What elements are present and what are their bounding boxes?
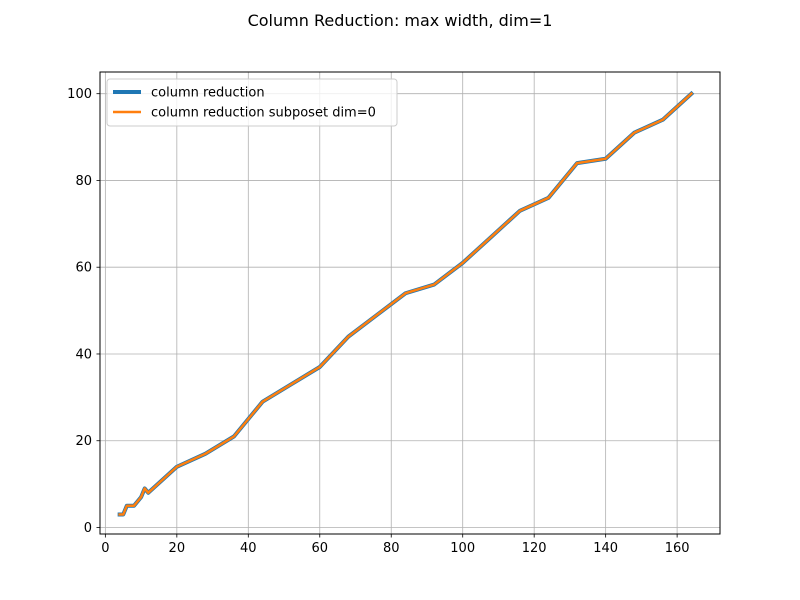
y-tick-label: 20 — [75, 434, 92, 449]
legend-box — [106, 78, 398, 127]
y-tick-label: 0 — [84, 521, 92, 536]
plot-area-frame — [99, 71, 721, 535]
x-tick-label: 120 — [522, 541, 547, 556]
chart-title: Column Reduction: max width, dim=1 — [248, 11, 553, 30]
legend-label-2: column reduction subposet dim=0 — [151, 106, 376, 121]
y-tick-label: 100 — [67, 87, 92, 102]
legend: column reduction column reduction subpose… — [106, 78, 398, 127]
x-tick-label: 60 — [311, 541, 328, 556]
y-tick-label: 80 — [75, 174, 92, 189]
x-tick-label: 80 — [383, 541, 400, 556]
x-tick-label: 20 — [169, 541, 186, 556]
x-tick-label: 100 — [450, 541, 475, 556]
series-line-2 — [118, 91, 694, 516]
y-tick-label: 60 — [75, 261, 92, 276]
y-tick-label: 40 — [75, 347, 92, 362]
x-tick-label: 160 — [665, 541, 690, 556]
x-tick-label: 0 — [101, 541, 109, 556]
x-tick-label: 40 — [240, 541, 257, 556]
legend-label-1: column reduction — [151, 86, 265, 101]
x-tick-label: 140 — [593, 541, 618, 556]
